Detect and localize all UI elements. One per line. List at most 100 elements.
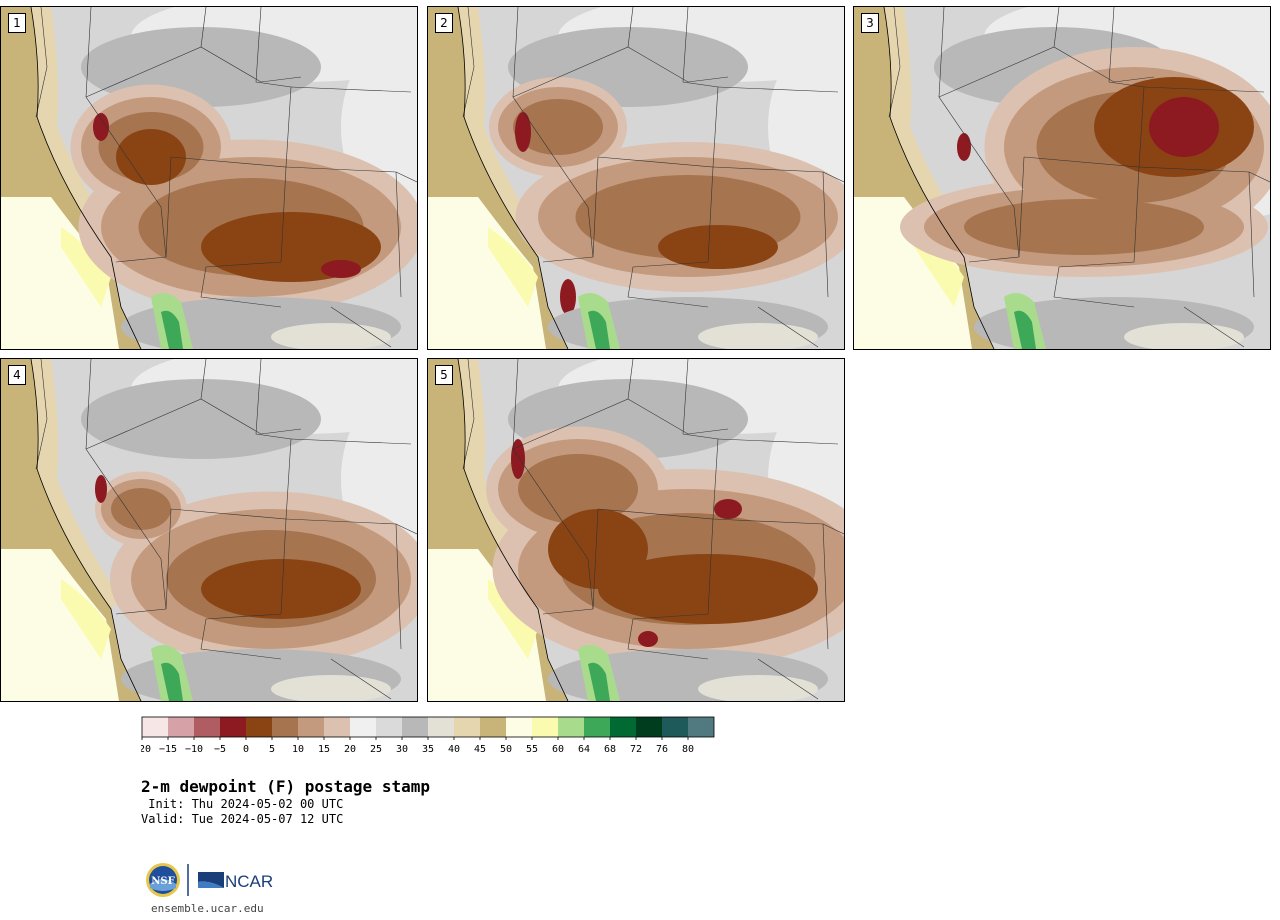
init-time: Init: Thu 2024-05-02 00 UTC <box>141 797 344 811</box>
member-label: 4 <box>8 365 26 385</box>
southern-tan-region <box>271 323 391 349</box>
colorbar-bin <box>402 717 428 737</box>
site-url: ensemble.ucar.edu <box>151 902 264 915</box>
nsf-logo: NSF <box>146 863 180 897</box>
colorbar-tick-label: 50 <box>500 744 512 755</box>
offshore-moist-region <box>854 197 972 349</box>
colorbar-tick-label: 15 <box>318 744 330 755</box>
colorbar-tick-label: 0 <box>243 744 249 755</box>
gray-band <box>81 379 321 459</box>
dewpoint-map-2 <box>428 7 844 349</box>
dry-region-core <box>111 488 171 530</box>
coastline <box>457 359 569 701</box>
dry-region-core <box>513 99 603 155</box>
state-borders <box>888 7 1270 348</box>
colorbar-tick-label: −5 <box>214 744 226 755</box>
ensemble-member-panel-1: 1 <box>0 6 418 350</box>
coastline <box>30 359 142 701</box>
gulf-very-moist-region <box>588 310 610 349</box>
colorbar-bin <box>168 717 194 737</box>
dewpoint-map-4 <box>1 359 417 701</box>
colorbar-bin <box>324 717 350 737</box>
ensemble-member-panel-4: 4 <box>0 358 418 702</box>
colorbar-bin <box>506 717 532 737</box>
coastal-moist-region <box>488 227 538 307</box>
very-dry-region <box>598 554 818 624</box>
extreme-dry-spot <box>515 112 531 152</box>
colorbar-tick-label: 64 <box>578 744 590 755</box>
colorbar-bin <box>350 717 376 737</box>
colorbar-tick-label: −15 <box>159 744 177 755</box>
dewpoint-map-3 <box>854 7 1270 349</box>
southern-tan-region <box>1124 323 1244 349</box>
dewpoint-map-5 <box>428 359 844 701</box>
colorbar-bin <box>220 717 246 737</box>
colorbar-bin <box>636 717 662 737</box>
nsf-ncar-logos: NSF NCAR <box>146 863 273 897</box>
coastal-strip <box>31 7 121 257</box>
colorbar-tick-label: 60 <box>552 744 564 755</box>
colorbar-tick-label: 45 <box>474 744 486 755</box>
colorbar-bin <box>246 717 272 737</box>
colorbar-tick-label: 25 <box>370 744 382 755</box>
dry-region-core <box>518 454 638 524</box>
colorbar-tick-label: 40 <box>448 744 460 755</box>
colorbar-bin <box>688 717 714 737</box>
southern-tan-region <box>271 675 391 701</box>
southern-tan-region <box>698 675 818 701</box>
dry-region-core <box>964 199 1204 255</box>
colorbar-bin <box>376 717 402 737</box>
state-borders <box>462 7 844 348</box>
coastline <box>30 7 142 349</box>
valid-time: Valid: Tue 2024-05-07 12 UTC <box>141 812 344 826</box>
member-label: 3 <box>861 13 879 33</box>
member-label: 5 <box>435 365 453 385</box>
colorbar-bin <box>610 717 636 737</box>
state-borders <box>35 7 417 348</box>
ensemble-member-panel-3: 3 <box>853 6 1271 350</box>
coastal-moist-region <box>488 579 538 659</box>
very-dry-region <box>658 225 778 269</box>
member-label: 1 <box>8 13 26 33</box>
coastal-moist-region <box>61 227 111 307</box>
dewpoint-colorbar: −20 −15 −10 −5 0 5 10 15 20 25 30 35 40 45 50 55 60 64 68 7… <box>141 716 715 755</box>
colorbar-tick-label: 68 <box>604 744 616 755</box>
coastal-strip <box>884 7 974 257</box>
colorbar-bin <box>194 717 220 737</box>
state-borders <box>35 359 417 700</box>
colorbar-tick-label: 35 <box>422 744 434 755</box>
colorbar-bin <box>142 717 168 737</box>
chart-title: 2-m dewpoint (F) postage stamp <box>141 777 430 796</box>
offshore-moist-region <box>1 197 119 349</box>
colorbar-bin <box>298 717 324 737</box>
nsf-logo-text: NSF <box>151 876 174 887</box>
extreme-dry-spot <box>1149 97 1219 157</box>
colorbar-bin <box>454 717 480 737</box>
extreme-dry-spot <box>321 260 361 278</box>
coastline <box>883 7 995 349</box>
colorbar-tick-label: 76 <box>656 744 668 755</box>
colorbar-bin <box>532 717 558 737</box>
colorbar-tick-label: 30 <box>396 744 408 755</box>
colorbar-tick-label: 55 <box>526 744 538 755</box>
state-borders <box>462 359 844 700</box>
colorbar-tick-label: 5 <box>269 744 275 755</box>
extreme-dry-spot <box>638 631 658 647</box>
gulf-very-moist-region <box>161 662 183 701</box>
colorbar-bin <box>480 717 506 737</box>
very-dry-region <box>201 559 361 619</box>
colorbar-bin <box>428 717 454 737</box>
southern-tan-region <box>698 323 818 349</box>
colorbar-tick-label: −20 <box>141 744 151 755</box>
coastal-strip <box>458 7 548 257</box>
offshore-moist-region <box>428 197 546 349</box>
gulf-very-moist-region <box>161 310 183 349</box>
colorbar-tick-label: −10 <box>185 744 203 755</box>
coastline <box>457 7 569 349</box>
colorbar-tick-label: 10 <box>292 744 304 755</box>
gulf-very-moist-region <box>1014 310 1036 349</box>
colorbar-bin <box>558 717 584 737</box>
very-dry-region <box>548 509 648 589</box>
ensemble-member-panel-2: 2 <box>427 6 845 350</box>
title-block: 2-m dewpoint (F) postage stamp Init: Thu… <box>141 777 430 827</box>
